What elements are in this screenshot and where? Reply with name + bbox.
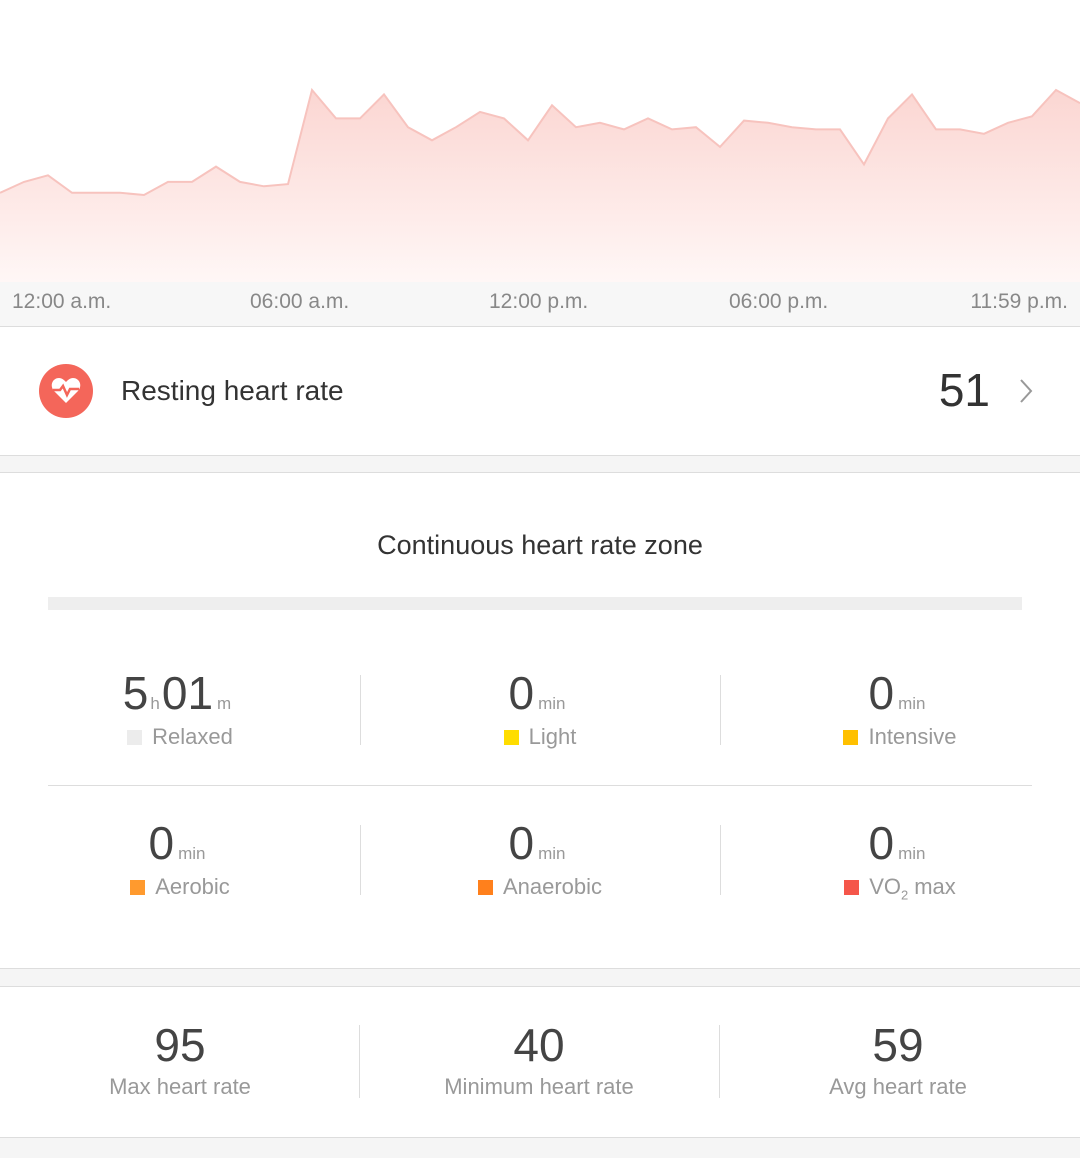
zone-label: Anaerobic [502, 874, 603, 899]
zone-value: 0 [508, 817, 535, 869]
axis-label: 12:00 a.m. [12, 290, 112, 313]
zone-label: Relaxed [152, 724, 233, 749]
zone-label: Light [528, 724, 577, 749]
divider [48, 785, 1032, 786]
swatch [503, 730, 519, 745]
resting-row[interactable]: Resting heart rate 51 [0, 327, 1080, 455]
zone-label: Intensive [868, 724, 957, 749]
zone-unit: m [217, 694, 232, 713]
divider [720, 825, 721, 895]
zone-value: 0 [508, 667, 535, 719]
separator [0, 455, 1080, 473]
axis-band [0, 282, 1080, 327]
zone-label-sub: 2 [901, 887, 909, 903]
chevron [1020, 379, 1033, 403]
zone-title: Continuous heart rate zone [377, 530, 703, 560]
resting-label: Resting heart rate [121, 375, 344, 406]
zone-cell: 0 min Aerobic [0, 816, 360, 900]
zone-bar [48, 597, 1022, 610]
stat-label: Max heart rate [109, 1074, 251, 1099]
divider [360, 675, 361, 745]
stat-label: Minimum heart rate [444, 1074, 634, 1099]
separator [0, 968, 1080, 987]
axis-label: 06:00 a.m. [250, 290, 350, 313]
swatch [844, 880, 860, 895]
zone-value: 0 [148, 817, 175, 869]
zone-cell: 0 min Anaerobic [360, 816, 720, 900]
zone-unit: min [178, 844, 206, 863]
swatch [477, 880, 493, 895]
swatch [843, 730, 859, 745]
zone-unit: min [898, 844, 926, 863]
zone-label-row: Intensive [720, 724, 1080, 750]
zone-cell: 0 min Intensive [720, 666, 1080, 750]
axis-label: 11:59 p.m. [970, 290, 1068, 313]
separator [0, 1137, 1080, 1158]
heart-icon [39, 364, 93, 418]
zone-value: 0 [868, 667, 895, 719]
zone-label-row: VO2 max [720, 874, 1080, 902]
zone-label-row: Anaerobic [360, 874, 720, 900]
stat-cell: 95 Max heart rate [0, 1018, 360, 1100]
zone-unit: min [538, 844, 566, 863]
zone-label: max [914, 874, 956, 899]
heart-rate-chart [0, 87, 1080, 282]
zone-unit: min [538, 694, 566, 713]
zone-label-row: Light [360, 724, 720, 750]
stat-value: 95 [154, 1019, 206, 1071]
divider [360, 825, 361, 895]
swatch [130, 880, 146, 895]
heart-rate-area [0, 90, 1080, 282]
heart-rate-line [0, 87, 1080, 197]
stat-value: 40 [513, 1019, 565, 1071]
zone-label: VO [869, 874, 901, 899]
zone-cell: 0 min VO2 max [720, 816, 1080, 902]
zone-unit: min [898, 694, 926, 713]
zone-cell: 0 min Light [360, 666, 720, 750]
zone-cell: 5 h01 m Relaxed [0, 666, 360, 750]
divider [720, 675, 721, 745]
zone-value: 5 [122, 667, 149, 719]
zone-label: Aerobic [155, 874, 230, 899]
resting-value: 51 [938, 364, 990, 416]
zone-label-row: Aerobic [0, 874, 360, 900]
swatch [127, 730, 143, 745]
zone-unit: h [150, 694, 160, 713]
divider [719, 1025, 720, 1098]
zone-value: 0 [868, 817, 895, 869]
zone-value: 01 [161, 667, 214, 719]
axis-label: 06:00 p.m. [729, 290, 829, 313]
stat-cell: 59 Avg heart rate [718, 1018, 1078, 1100]
axis-label: 12:00 p.m. [489, 290, 589, 313]
divider [359, 1025, 360, 1098]
stat-label: Avg heart rate [829, 1074, 967, 1099]
stat-cell: 40 Minimum heart rate [359, 1018, 719, 1100]
stat-value: 59 [872, 1019, 924, 1071]
